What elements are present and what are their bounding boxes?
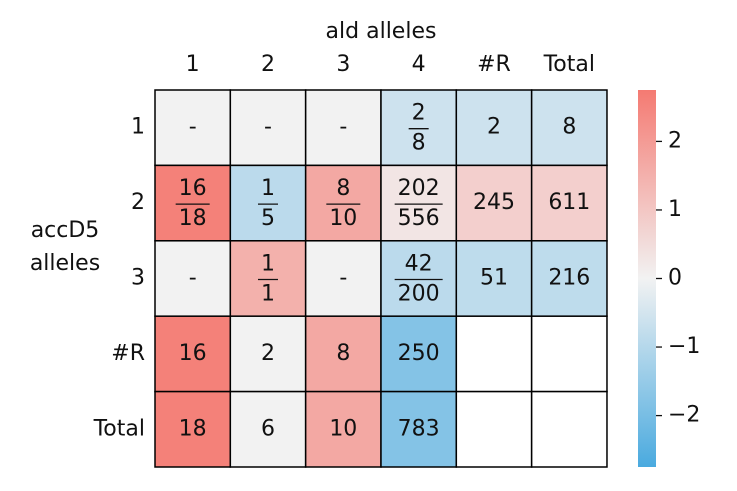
cell-denominator: 18 [179,206,207,231]
empty-cell [455,390,533,468]
cell-denominator: 556 [398,206,440,231]
colorbar-tick-label: 2 [668,128,682,153]
row-label: 3 [131,266,145,291]
empty-cell [530,315,608,393]
empty-cell [455,315,533,393]
y-axis-label: alleles [30,251,100,276]
row-label: 2 [131,190,145,215]
column-label: #R [477,52,511,77]
cell [304,164,382,242]
cell-text: - [339,115,347,140]
empty-cell [530,390,608,468]
cell-numerator: 202 [398,176,440,201]
cell-text: - [189,266,197,291]
cell [304,390,382,468]
cell-text: 51 [480,266,508,291]
colorbar-tick-label: −2 [668,403,700,428]
cell [154,390,232,468]
cell [154,315,232,393]
cell-denominator: 10 [329,206,357,231]
cell-text: 611 [548,190,590,215]
cell-numerator: 1 [261,252,275,277]
y-axis-label: accD5 [31,218,100,243]
colorbar-tick-label: 0 [668,266,682,291]
cell-numerator: 2 [412,101,426,126]
cell-numerator: 8 [336,176,350,201]
row-label: Total [93,416,145,441]
cell-text: 2 [487,115,501,140]
chart-title: ald alleles [326,19,437,44]
cell [380,390,458,468]
cell [530,164,608,242]
cell-numerator: 42 [405,252,433,277]
cell-text: - [264,115,272,140]
cell-denominator: 8 [412,131,426,156]
cell [530,240,608,317]
cell-numerator: 1 [261,176,275,201]
cell [154,240,232,317]
cell-denominator: 1 [261,282,275,307]
colorbar-tick-label: 1 [668,197,682,222]
cell [229,89,307,167]
cell-text: 6 [261,416,275,441]
cell-text: 245 [473,190,515,215]
column-label: 4 [412,52,426,77]
cell-text: 10 [329,416,357,441]
cell [229,390,307,468]
row-label: #R [111,341,145,366]
cell-text: 8 [336,341,350,366]
column-label: Total [543,52,595,77]
cell [530,89,608,167]
cell-text: 250 [398,341,440,366]
column-label: 2 [261,52,275,77]
cell-text: 8 [562,115,576,140]
cell-text: 18 [179,416,207,441]
cell [154,89,232,167]
colorbar [638,90,656,467]
cell-text: 2 [261,341,275,366]
row-label: 1 [131,115,145,140]
colorbar-tick-label: −1 [668,334,700,359]
cell [304,315,382,393]
cell [455,164,533,242]
cell [304,89,382,167]
cell-text: 216 [548,266,590,291]
cell-numerator: 16 [179,176,207,201]
cell [380,164,458,242]
cell-denominator: 200 [398,282,440,307]
cell-text: - [339,266,347,291]
cell-text: - [189,115,197,140]
column-label: 1 [186,52,200,77]
cell [455,240,533,317]
column-label: 3 [336,52,350,77]
cell-denominator: 5 [261,206,275,231]
cell-text: 783 [398,416,440,441]
cell-text: 16 [179,341,207,366]
